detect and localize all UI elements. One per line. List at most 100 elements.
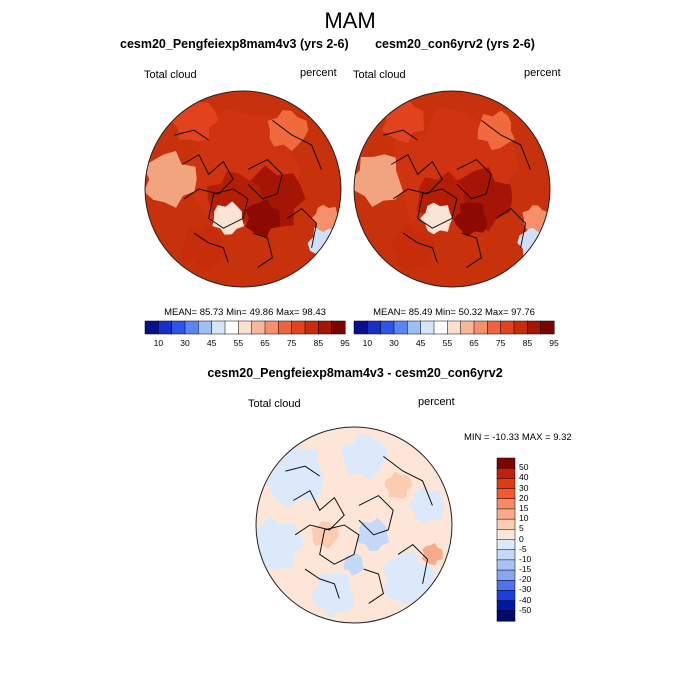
colorbar-tick-1: 30 xyxy=(389,338,399,348)
panel-3-stats: MIN = -10.33 MAX = 9.32 xyxy=(464,432,572,443)
colorbar-tick-5: 75 xyxy=(286,338,297,348)
colorbar-swatch-4 xyxy=(496,498,516,510)
colorbar-swatch-9 xyxy=(473,320,488,335)
colorbar-swatch-14 xyxy=(496,600,516,612)
colorbar-tick-0: 50 xyxy=(519,462,529,473)
colorbar-swatch-8 xyxy=(251,320,266,335)
colorbar-swatch-11 xyxy=(500,320,515,335)
coastline-6 xyxy=(193,232,229,263)
colorbar-swatch-6 xyxy=(496,518,516,530)
coastline-2 xyxy=(247,158,283,200)
colorbar-swatch-4 xyxy=(198,320,213,335)
coastline-4 xyxy=(285,465,320,477)
colorbar-tick-14: -50 xyxy=(519,604,532,615)
coastline-1 xyxy=(319,524,360,565)
colorbar-swatch-14 xyxy=(331,320,346,335)
panel-2-polar-map xyxy=(353,90,551,288)
coastline-6 xyxy=(402,232,438,263)
coastline-3 xyxy=(363,568,384,604)
colorbar-tick-11: -20 xyxy=(519,574,532,585)
colorbar-swatch-13 xyxy=(496,590,516,602)
colorbar-swatch-5 xyxy=(496,508,516,520)
panel-2-stats: MEAN= 85.49 Min= 50.32 Max= 97.76 xyxy=(373,307,535,318)
colorbar-swatch-1 xyxy=(158,320,173,335)
colorbar-tick-3: 55 xyxy=(233,338,244,348)
colorbar-swatch-14 xyxy=(540,320,555,335)
contour-region-8 xyxy=(477,110,515,151)
coastline-7 xyxy=(397,543,429,584)
colorbar-swatch-3 xyxy=(184,320,199,335)
contour-region-8 xyxy=(267,110,309,151)
contour-region-10 xyxy=(343,553,365,576)
coastline-2 xyxy=(456,158,492,200)
panel-1-variable-label: Total cloud xyxy=(144,69,197,81)
coastline-4 xyxy=(383,129,418,141)
coastline-6 xyxy=(304,568,340,599)
panel-3-title: cesm20_Pengfeiexp8mam4v3 - cesm20_con6yr… xyxy=(207,366,503,380)
colorbar-tick-6: 85 xyxy=(313,338,324,348)
map-boundary xyxy=(144,90,342,288)
colorbar-swatch-5 xyxy=(211,320,226,335)
coastline-3 xyxy=(461,232,482,268)
colorbar-tick-9: -10 xyxy=(519,553,532,564)
colorbar-swatch-11 xyxy=(291,320,306,335)
coastline-7 xyxy=(495,207,527,248)
panel-1-stats: MEAN= 85.73 Min= 49.86 Max= 98.43 xyxy=(164,307,326,318)
colorbar-swatch-13 xyxy=(318,320,333,335)
colorbar-swatch-10 xyxy=(278,320,293,335)
colorbar-tick-4: 65 xyxy=(260,338,270,348)
colorbar-tick-5: 75 xyxy=(495,338,506,348)
colorbar-tick-7: 95 xyxy=(549,338,559,348)
colorbar-swatch-9 xyxy=(264,320,279,335)
colorbar-swatch-0 xyxy=(144,320,159,335)
panel-2-units-label: percent xyxy=(524,67,561,79)
colorbar-swatch-5 xyxy=(420,320,435,335)
colorbar-swatch-2 xyxy=(496,478,516,490)
colorbar-tick-3: 55 xyxy=(442,338,453,348)
colorbar-swatch-12 xyxy=(513,320,528,335)
colorbar-swatch-12 xyxy=(496,580,516,591)
colorbar-swatch-8 xyxy=(496,539,516,551)
colorbar-tick-2: 45 xyxy=(415,338,426,348)
colorbar-tick-6: 85 xyxy=(522,338,533,348)
map-boundary xyxy=(353,90,551,288)
colorbar-swatch-7 xyxy=(238,320,253,335)
panel-2-variable-label: Total cloud xyxy=(353,69,406,81)
colorbar-swatch-11 xyxy=(496,569,516,581)
colorbar-tick-3: 20 xyxy=(519,492,529,503)
colorbar-tick-7: 95 xyxy=(340,338,350,348)
colorbar-swatch-6 xyxy=(224,320,239,335)
colorbar-swatch-8 xyxy=(460,320,475,335)
colorbar-swatch-1 xyxy=(496,467,516,479)
coastline-5 xyxy=(383,456,433,506)
panel-2-title: cesm20_con6yrv2 (yrs 2-6) xyxy=(375,37,535,51)
colorbar-tick-1: 30 xyxy=(180,338,190,348)
colorbar-swatch-4 xyxy=(407,320,422,335)
panel-3-variable-label: Total cloud xyxy=(248,398,301,410)
contour-region-7 xyxy=(384,471,413,499)
contour-region-3 xyxy=(145,151,197,208)
colorbar-tick-10: -15 xyxy=(519,564,532,575)
colorbar-swatch-0 xyxy=(496,457,516,469)
colorbar-tick-8: -5 xyxy=(519,543,527,554)
coastline-7 xyxy=(286,207,318,248)
colorbar-tick-13: -40 xyxy=(519,594,532,605)
panel-1-polar-map xyxy=(144,90,342,288)
contour-region-3 xyxy=(354,154,403,207)
contour-region-4 xyxy=(420,202,453,235)
colorbar-swatch-2 xyxy=(380,320,395,335)
colorbar-tick-6: 5 xyxy=(519,523,524,534)
colorbar-tick-12: -30 xyxy=(519,584,532,595)
colorbar-swatch-9 xyxy=(496,549,516,561)
contour-region-6 xyxy=(311,204,340,232)
panel-1-colorbar xyxy=(144,320,346,335)
colorbar-tick-7: 0 xyxy=(519,533,524,544)
colorbar-swatch-0 xyxy=(353,320,368,335)
colorbar-swatch-7 xyxy=(496,529,516,541)
colorbar-tick-0: 10 xyxy=(153,338,164,348)
panel-3-polar-map xyxy=(255,426,453,624)
map-boundary xyxy=(255,426,453,624)
panel-1-title: cesm20_Pengfeiexp8mam4v3 (yrs 2-6) xyxy=(120,37,349,51)
colorbar-swatch-6 xyxy=(433,320,448,335)
colorbar-tick-2: 30 xyxy=(519,482,529,493)
